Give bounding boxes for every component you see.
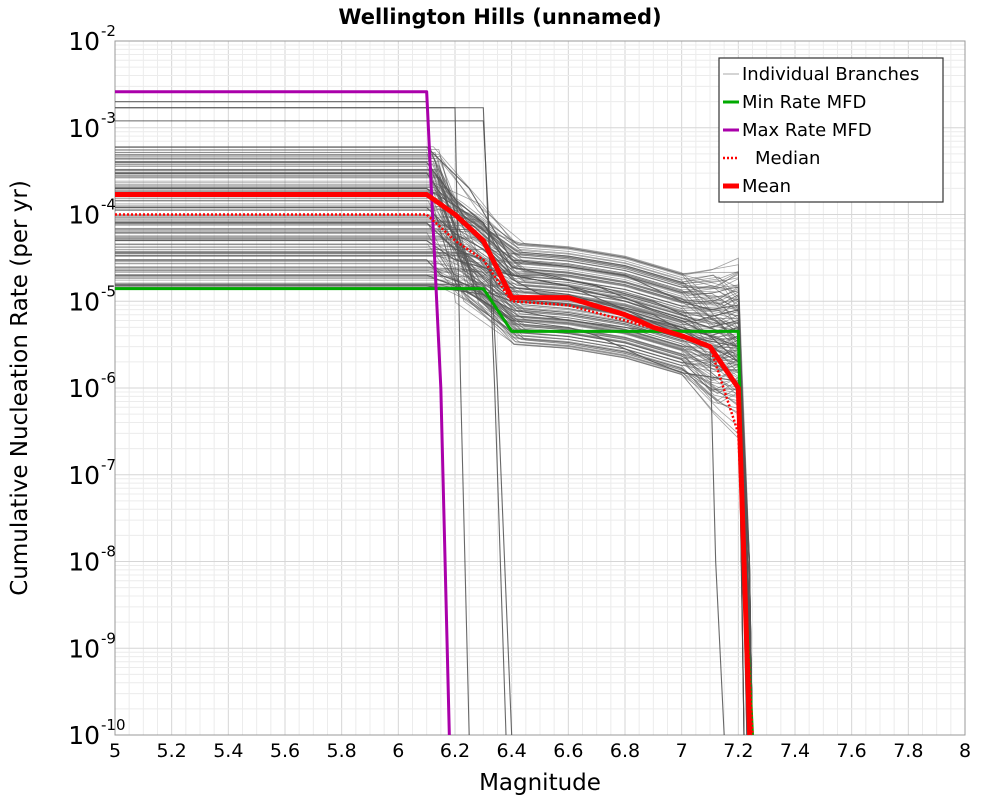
chart-title: Wellington Hills (unnamed): [338, 5, 661, 29]
series-line-median: [115, 213, 754, 736]
branch-line: [115, 172, 725, 736]
summary-lines: [115, 90, 754, 736]
legend-label: Individual Branches: [742, 64, 919, 85]
y-tick-exponent: -9: [101, 629, 116, 647]
x-tick-label: 7.6: [837, 740, 867, 762]
y-tick-exponent: -10: [101, 716, 126, 734]
x-tick-label: 6.4: [497, 740, 527, 762]
x-tick-label: 5.8: [327, 740, 357, 762]
legend: Individual Branches Min Rate MFD Max Rate …: [718, 57, 944, 203]
x-tick-label: 8: [959, 740, 971, 762]
y-tick-exponent: -6: [101, 369, 116, 387]
x-tick-label: 7.2: [723, 740, 753, 762]
series-line-max-rate-mfd: [115, 90, 451, 736]
legend-box: [718, 57, 944, 203]
plot-area-border: [114, 40, 966, 736]
x-tick-label: 6.8: [610, 740, 640, 762]
y-tick-label: 10: [68, 634, 100, 663]
x-tick-label: 5.4: [213, 740, 243, 762]
x-tick-label: 5.2: [157, 740, 187, 762]
y-tick-label: 10: [68, 374, 100, 403]
x-tick-label: 5.6: [270, 740, 300, 762]
series-line-mean: [115, 192, 753, 736]
y-tick-exponent: -5: [101, 282, 116, 300]
y-axis-label: Cumulative Nucleation Rate (per yr): [7, 180, 33, 596]
y-tick-label: 10: [68, 461, 100, 490]
y-tick-label: 10: [68, 287, 100, 316]
legend-label: Mean: [742, 176, 791, 197]
legend-label: Max Rate MFD: [742, 120, 872, 141]
y-tick-exponent: -7: [101, 456, 116, 474]
y-tick-label: 10: [68, 201, 100, 230]
y-tick-label: 10: [68, 27, 100, 56]
y-tick-exponent: -8: [101, 543, 116, 561]
x-tick-label: 6.2: [440, 740, 470, 762]
x-tick-label: 6.6: [553, 740, 583, 762]
y-tick-exponent: -3: [101, 109, 116, 127]
branch-line: [115, 154, 753, 736]
x-tick-label: 7.4: [780, 740, 810, 762]
y-tick-exponent: -2: [101, 22, 116, 40]
x-axis-label: Magnitude: [479, 770, 601, 796]
legend-label: Median: [755, 148, 820, 169]
y-tick-label: 10: [68, 721, 100, 750]
x-tick-labels: 5 5.2 5.4 5.6 5.8 6 6.2 6.4 6.6 6.8 7 7.2 7.4 7.6 7.8 8: [109, 740, 971, 762]
x-tick-label: 6: [392, 740, 404, 762]
x-tick-label: 7: [676, 740, 688, 762]
y-tick-label: 10: [68, 548, 100, 577]
y-tick-exponent: -4: [101, 196, 116, 214]
legend-label: Min Rate MFD: [742, 92, 866, 113]
x-tick-label: 7.8: [893, 740, 923, 762]
y-tick-label: 10: [68, 114, 100, 143]
x-tick-label: 5: [109, 740, 121, 762]
